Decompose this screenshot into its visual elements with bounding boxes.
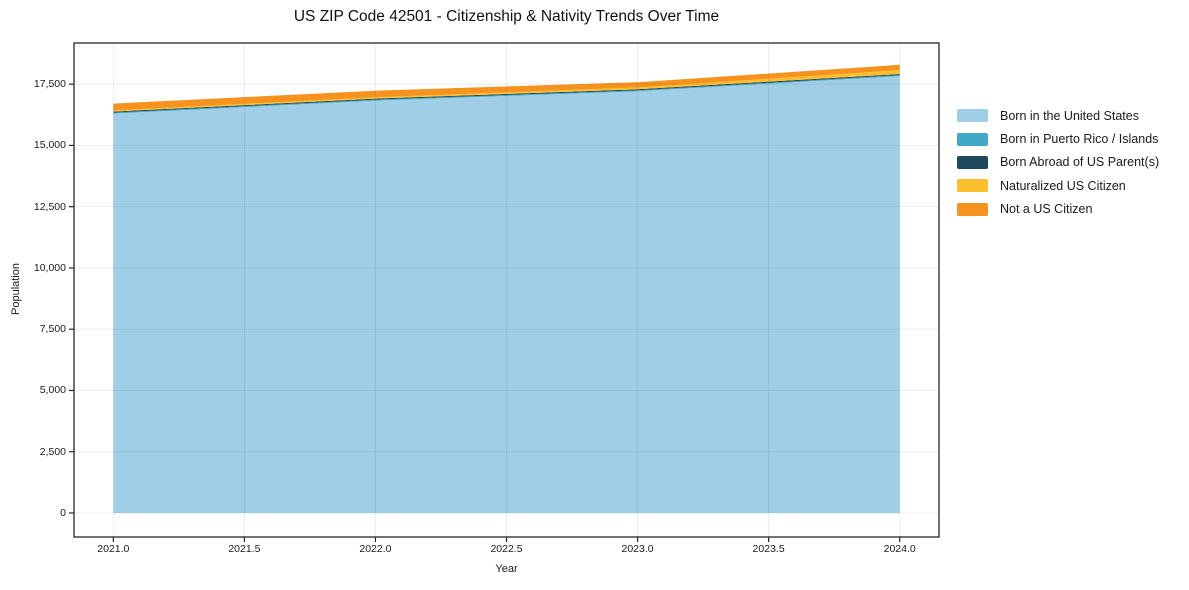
legend-item-3: Naturalized US Citizen <box>957 174 1159 197</box>
x-tick-label: 2023.5 <box>752 543 785 555</box>
legend-label: Born Abroad of US Parent(s) <box>1000 155 1160 170</box>
y-tick-label: 15,000 <box>33 139 66 152</box>
x-tick-label: 2022.0 <box>359 543 392 555</box>
y-tick-label: 2,500 <box>39 445 66 458</box>
legend-item-4: Not a US Citizen <box>957 198 1159 221</box>
legend-swatch-icon <box>957 109 988 123</box>
legend-swatch-icon <box>957 155 988 169</box>
area-series-0 <box>113 76 900 513</box>
y-tick-label: 5,000 <box>39 384 66 397</box>
chart-title: US ZIP Code 42501 - Citizenship & Nativi… <box>293 8 720 25</box>
y-tick-label: 0 <box>60 506 66 519</box>
legend-swatch-icon <box>957 202 988 216</box>
legend-label: Naturalized US Citizen <box>1000 178 1126 193</box>
legend-item-1: Born in Puerto Rico / Islands <box>957 127 1159 150</box>
legend-item-2: Born Abroad of US Parent(s) <box>957 151 1159 174</box>
x-tick-label: 2021.0 <box>97 543 130 555</box>
legend-label: Not a US Citizen <box>1000 202 1093 217</box>
legend-label: Born in Puerto Rico / Islands <box>1000 132 1159 147</box>
legend-swatch-icon <box>957 132 988 146</box>
legend-label: Born in the United States <box>1000 108 1139 123</box>
legend: Born in the United States Born in Puerto … <box>957 104 1159 221</box>
y-tick-label: 7,500 <box>39 323 66 336</box>
x-axis-label: Year <box>495 563 518 575</box>
area-series-4 <box>113 64 900 111</box>
y-tick-label: 17,500 <box>33 78 66 91</box>
x-tick-label: 2024.0 <box>883 543 916 555</box>
x-tick-label: 2022.5 <box>490 543 523 555</box>
x-tick-label: 2021.5 <box>228 543 261 555</box>
legend-item-0: Born in the United States <box>957 104 1159 127</box>
area-series-3 <box>113 70 900 112</box>
x-tick-label: 2023.0 <box>621 543 654 555</box>
y-tick-label: 10,000 <box>33 261 66 274</box>
y-axis-label: Population <box>10 263 22 315</box>
legend-swatch-icon <box>957 179 988 193</box>
y-tick-label: 12,500 <box>33 200 66 213</box>
